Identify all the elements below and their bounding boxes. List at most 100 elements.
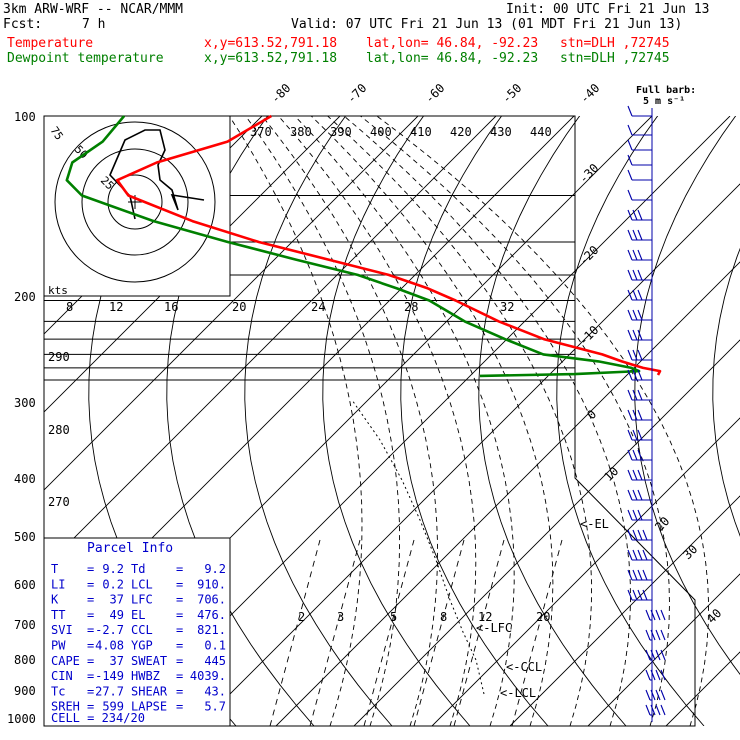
parcel-param-value: 4.08 [95, 639, 124, 653]
temperature-trace [115, 114, 662, 376]
wind-barb-flag [627, 229, 633, 241]
parcel-param-value: 9.2 [204, 562, 226, 576]
parcel-param-value: 5.7 [204, 700, 226, 714]
parcel-equals-sign: = [176, 608, 183, 622]
dry-adiabat-line [244, 116, 393, 726]
pressure-label: 300 [14, 396, 36, 410]
sounding-traces [65, 114, 662, 378]
wind-barb-flag [632, 349, 638, 361]
moist-adiabat-line [294, 116, 515, 726]
dry-adiabat-line [712, 247, 740, 537]
parcel-equals-sign: = [87, 577, 94, 591]
wind-barb-flag [637, 269, 643, 281]
dry-adiabat-line [556, 116, 705, 726]
wind-barb-flag [637, 389, 643, 401]
wind-barb-flag [637, 249, 643, 261]
temperature-legend-latlon: lat,lon= 46.84, -92.23 [366, 36, 539, 51]
isotherm-line [509, 495, 740, 726]
parcel-param-name: EL [131, 608, 145, 622]
moist-adiabat-line [277, 116, 477, 726]
parcel-equals-sign: = [176, 684, 183, 698]
temperature-legend-coords: x,y=613.52,791.18 [204, 36, 338, 51]
mixing-ratio-label: 32 [500, 300, 514, 314]
wind-barb-flag [650, 704, 656, 716]
wind-barb-flag [637, 589, 643, 601]
dewpoint-legend-label: Dewpoint temperature [7, 51, 164, 66]
wind-barb-flag [627, 329, 633, 341]
wind-barb-flag [650, 629, 656, 641]
wind-barb-flag [627, 189, 633, 201]
wind-barb-flag [627, 449, 633, 461]
wind-barb-flag [650, 689, 656, 701]
moist-adiabat-line [261, 116, 438, 726]
wind-barb-flag [627, 489, 633, 501]
wind-barb-flag [632, 309, 638, 321]
parcel-equals-sign: = [176, 623, 183, 637]
isotherm-label: -20 [576, 243, 601, 268]
mixing-ratio-label: 24 [311, 300, 325, 314]
wind-barb-flag [627, 569, 633, 581]
wind-barb-flag [627, 169, 633, 181]
wind-barb-flag [632, 229, 638, 241]
wind-barb-flag [632, 409, 638, 421]
wind-barb-flag [632, 249, 638, 261]
theta-label: 370 [250, 125, 272, 139]
isotherm-line [587, 573, 740, 726]
ccl-marker: <-CCL [506, 660, 542, 674]
wind-barb-flag [650, 669, 656, 681]
wind-barb-flag [637, 229, 643, 241]
parcel-param-value: 445 [204, 654, 226, 668]
wind-barb-flag [627, 154, 633, 166]
init-time: Init: 00 UTC Fri 21 Jun 13 [506, 2, 710, 17]
parcel-param-name: PW [51, 639, 66, 653]
mixing-ratio-label: 16 [164, 300, 178, 314]
parcel-param-value: 706. [197, 593, 226, 607]
wind-barb-flag [637, 489, 643, 501]
wind-barb-flag [627, 309, 633, 321]
dry-adiabat-line [322, 116, 471, 726]
theta-label: 380 [290, 125, 312, 139]
parcel-param-value: 27.7 [95, 684, 124, 698]
parcel-equals-sign: = [87, 700, 94, 714]
parcel-param-value: 0.2 [102, 577, 124, 591]
wind-barb-flag [627, 509, 633, 521]
wind-barb-flag [632, 449, 638, 461]
theta-label: 440 [530, 125, 552, 139]
mixing-ratio-label: 5 [390, 610, 397, 624]
wind-barb-flag [627, 389, 633, 401]
isotherm-line [44, 116, 341, 413]
theta-label: 400 [370, 125, 392, 139]
wind-barb-flag [632, 329, 638, 341]
wind-barb-flag [650, 649, 656, 661]
theta-label: 410 [410, 125, 432, 139]
pressure-label: 500 [14, 530, 36, 544]
el-marker: <-EL [580, 517, 609, 531]
parcel-param-name: Td [131, 562, 145, 576]
wind-barb-flag [627, 589, 633, 601]
hodograph-label-75: 75 [48, 124, 66, 142]
wind-barb-flag [627, 249, 633, 261]
wind-barb-flag [637, 469, 643, 481]
wind-barb-flag [627, 105, 633, 117]
parcel-param-name: SVI [51, 623, 73, 637]
wind-barb-flag [637, 349, 643, 361]
wind-barb-flag [632, 389, 638, 401]
wind-barb-flag [655, 649, 661, 661]
parcel-equals-sign: = [87, 639, 94, 653]
parcel-param-value: 37 [110, 654, 124, 668]
wind-barb-flag [637, 529, 643, 541]
isotherm-line [197, 183, 740, 726]
parcel-param-name: LAPSE [131, 700, 167, 714]
isotherm-label: -80 [268, 81, 293, 106]
parcel-equals-sign: = [176, 577, 183, 591]
mixing-ratio-label: 28 [404, 300, 418, 314]
parcel-equals-sign: = [176, 654, 183, 668]
moist-adiabat-line [343, 116, 631, 726]
wind-barb-flag [655, 669, 661, 681]
parcel-equals-sign: = [87, 593, 94, 607]
hodograph-trace [109, 129, 205, 220]
wind-barb-flag [627, 124, 633, 136]
parcel-param-name: TT [51, 608, 65, 622]
wind-barb-flag [655, 609, 661, 621]
